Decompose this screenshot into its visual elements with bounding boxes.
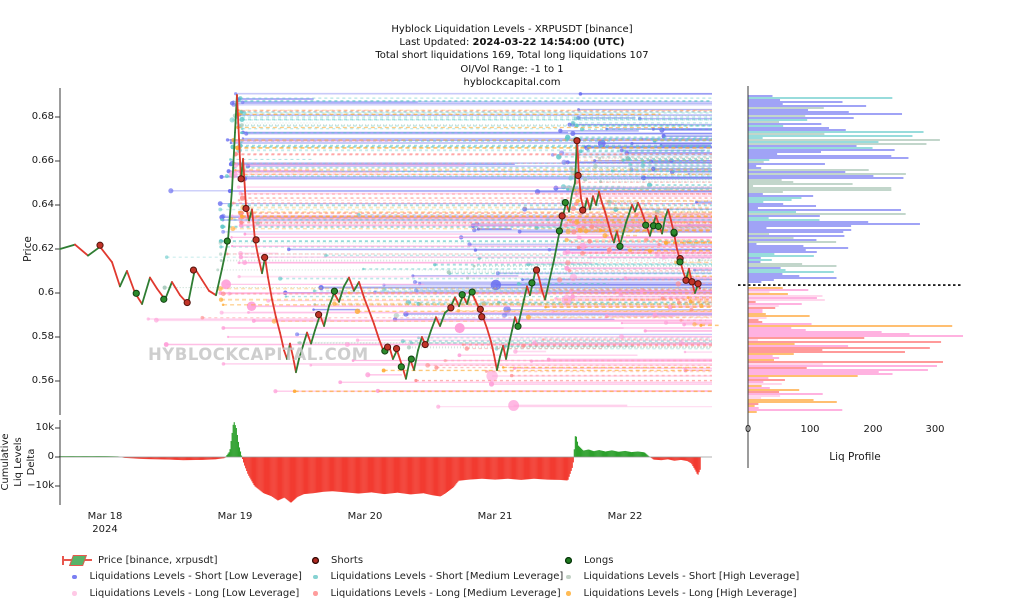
oi-vol-range-line: OI/Vol Range: -1 to 1 — [460, 63, 564, 75]
legend-column-3: Longs Liquidations Levels - Short [High … — [556, 552, 799, 602]
chart-header: Hyblock Liquidation Levels - XRPUSDT [bi… — [192, 23, 832, 89]
legend-item-short-low: Liquidations Levels - Short [Low Leverag… — [62, 569, 302, 586]
profile-tick-100: 100 — [800, 424, 820, 435]
dot-icon — [312, 556, 319, 564]
candlestick-icon — [62, 554, 92, 567]
dot-icon — [72, 591, 77, 596]
price-tick-0.64: 0.64 — [31, 199, 54, 210]
site-url: hyblockcapital.com — [463, 76, 561, 88]
date-tick-mar19: Mar 19 — [217, 511, 253, 522]
date-tick-mar21: Mar 21 — [477, 511, 513, 522]
date-tick-mar20: Mar 20 — [347, 511, 383, 522]
legend-column-2: Shorts Liquidations Levels - Short [Medi… — [303, 552, 563, 602]
delta-tick-0: 0 — [47, 451, 54, 462]
legend-item-short-high: Liquidations Levels - Short [High Levera… — [556, 569, 799, 586]
legend-item-price: Price [binance, xrpusdt] — [62, 552, 302, 569]
watermark: HYBLOCKCAPITAL.COM — [148, 345, 369, 364]
price-tick-0.66: 0.66 — [31, 155, 54, 166]
legend-item-long-high: Liquidations Levels - Long [High Leverag… — [556, 585, 799, 602]
price-axis-title: Price — [22, 236, 34, 262]
liquidation-totals-line: Total short liquidations 169, Total long… — [375, 50, 649, 62]
price-tick-0.62: 0.62 — [31, 243, 54, 254]
legend-item-long-low: Liquidations Levels - Long [Low Leverage… — [62, 585, 302, 602]
last-updated-line: Last Updated: 2024-03-22 14:54:00 (UTC) — [399, 37, 625, 49]
delta-tick-10k: 10k — [35, 422, 54, 433]
dot-icon — [565, 556, 572, 564]
dot-icon — [566, 574, 571, 579]
legend-item-short-medium: Liquidations Levels - Short [Medium Leve… — [303, 569, 563, 586]
legend-column-1: Price [binance, xrpusdt] Liquidations Le… — [62, 552, 302, 602]
chart-title: Hyblock Liquidation Levels - XRPUSDT [bi… — [391, 24, 633, 35]
dot-icon — [566, 591, 571, 596]
profile-tick-0: 0 — [744, 424, 752, 435]
last-updated-timestamp: 2024-03-22 14:54:00 (UTC) — [472, 37, 625, 49]
delta-axis-title: Cumulative Liq Levels Delta — [0, 433, 37, 491]
year-label: 2024 — [92, 524, 118, 535]
dot-icon — [72, 574, 77, 579]
price-tick-0.58: 0.58 — [31, 331, 54, 342]
price-tick-0.56: 0.56 — [31, 375, 54, 386]
price-tick-0.68: 0.68 — [31, 111, 54, 122]
profile-tick-300: 300 — [925, 424, 945, 435]
legend-item-shorts: Shorts — [303, 552, 563, 569]
profile-axis-title: Liq Profile — [829, 451, 881, 463]
legend-item-long-medium: Liquidations Levels - Long [Medium Lever… — [303, 585, 563, 602]
profile-tick-200: 200 — [863, 424, 883, 435]
dot-icon — [313, 574, 318, 579]
legend-item-longs: Longs — [556, 552, 799, 569]
price-tick-0.6: 0.6 — [38, 287, 54, 298]
date-tick-mar18: Mar 18 — [87, 511, 123, 522]
date-tick-mar22: Mar 22 — [607, 511, 643, 522]
delta-tick-neg10k: −10k — [27, 480, 54, 491]
dot-icon — [313, 591, 318, 596]
